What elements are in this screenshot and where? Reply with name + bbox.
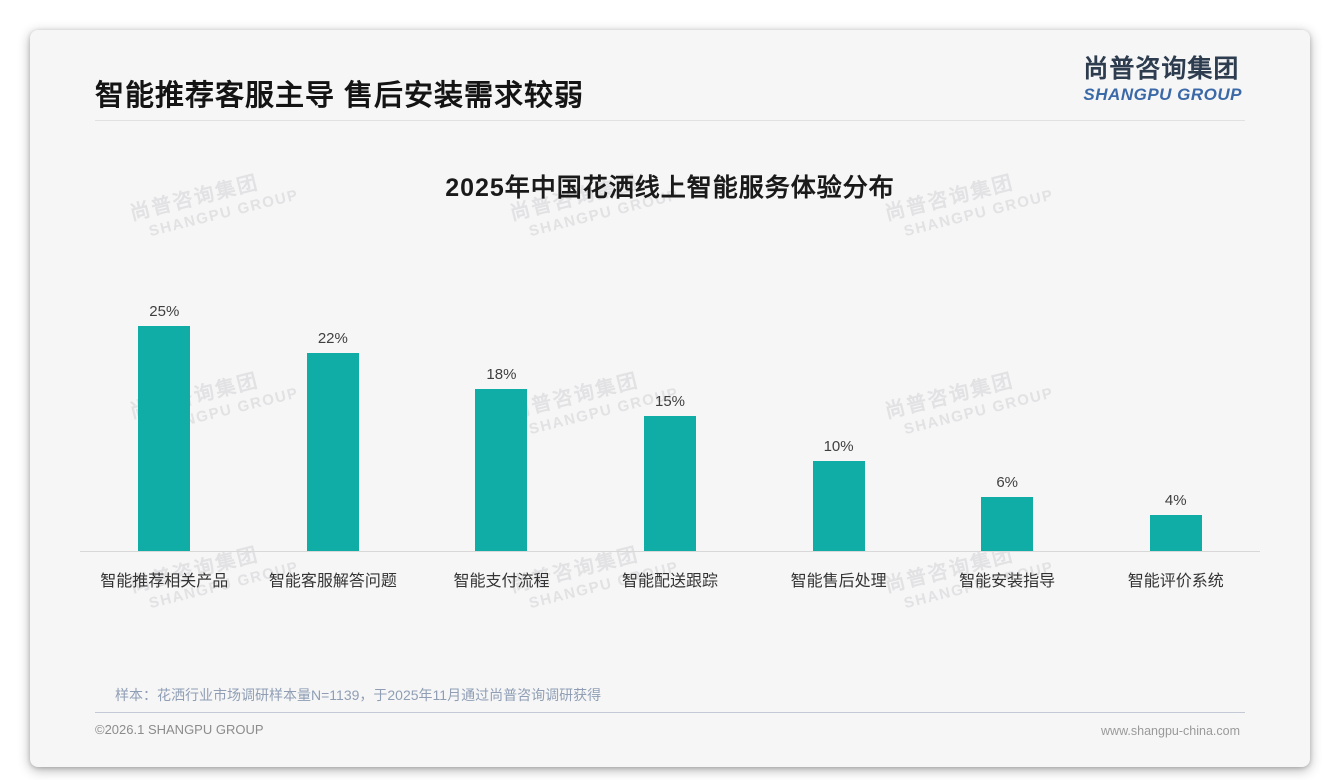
x-axis-category-labels: 智能推荐相关产品 智能客服解答问题 智能支付流程 智能配送跟踪 智能售后处理 智能安装指导… <box>80 567 1260 591</box>
bar <box>981 497 1034 551</box>
bar-column: 6% <box>923 286 1092 551</box>
category-label: 智能客服解答问题 <box>268 573 397 590</box>
logo-chinese-text: 尚普咨询集团 <box>1083 55 1240 83</box>
bar <box>306 353 359 551</box>
bar-column: 22% <box>249 286 418 551</box>
category-label: 智能推荐相关产品 <box>100 573 229 590</box>
bar-column: 4% <box>1091 286 1260 551</box>
category-label: 智能配送跟踪 <box>622 573 719 590</box>
bar-column: 18% <box>417 286 586 551</box>
footer-divider <box>95 712 1245 713</box>
bar-value-label: 18% <box>486 366 517 383</box>
category-label: 智能售后处理 <box>790 573 887 590</box>
bar-value-label: 15% <box>655 393 686 410</box>
bar <box>1149 515 1202 551</box>
header-divider <box>95 120 1245 121</box>
category-label: 智能安装指导 <box>959 573 1056 590</box>
sample-note: 样本：花洒行业市场调研样本量N=1139，于2025年11月通过尚普咨询调研获得 <box>115 687 602 703</box>
bar <box>812 461 865 551</box>
bar-value-label: 4% <box>1164 492 1187 509</box>
website-text: www.shangpu-china.com <box>1101 724 1240 738</box>
copyright-text: ©2026.1 SHANGPU GROUP <box>95 722 264 737</box>
bar-value-label: 10% <box>823 438 854 455</box>
bar-value-label: 6% <box>996 474 1019 491</box>
bar-chart-plot-area: 25% 22% 18% 15% 10% 6% 4% <box>80 286 1260 552</box>
bar <box>644 416 697 551</box>
bar-value-label: 25% <box>149 303 180 320</box>
category-label: 智能评价系统 <box>1127 573 1224 590</box>
bar <box>138 326 191 551</box>
bar-column: 15% <box>586 286 755 551</box>
bar-column: 10% <box>754 286 923 551</box>
bar <box>475 389 528 551</box>
bar-value-label: 22% <box>317 330 348 347</box>
category-label: 智能支付流程 <box>453 573 550 590</box>
company-logo: 尚普咨询集团 SHANGPU GROUP <box>1083 54 1242 105</box>
logo-english-text: SHANGPU GROUP <box>1083 85 1242 104</box>
page-title: 智能推荐客服主导 售后安装需求较弱 <box>95 80 585 112</box>
bar-column: 25% <box>80 286 249 551</box>
report-card: 尚普咨询集团 SHANGPU GROUP 尚普咨询集团 SHANGPU GROUP 尚普… <box>30 30 1310 767</box>
chart-title: 2025年中国花洒线上智能服务体验分布 <box>445 174 895 202</box>
